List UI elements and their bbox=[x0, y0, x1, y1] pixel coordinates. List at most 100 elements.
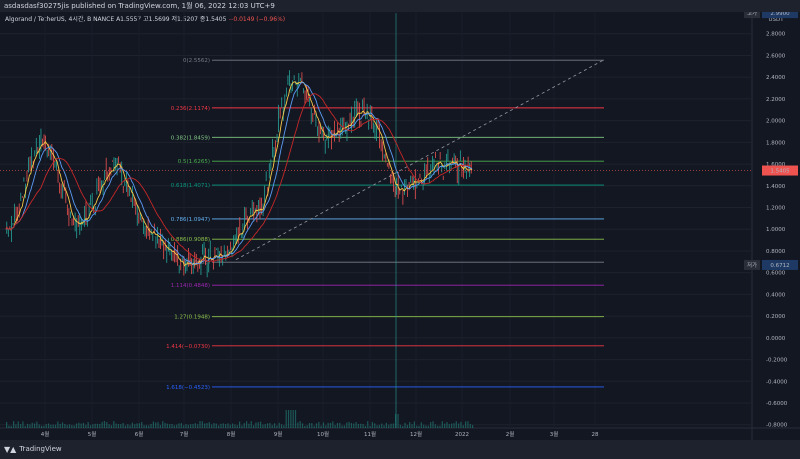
volume-bar bbox=[252, 425, 255, 428]
volume-bar bbox=[448, 424, 450, 428]
volume-bar bbox=[29, 424, 31, 428]
volume-bar bbox=[141, 421, 143, 428]
volume-bar bbox=[369, 425, 371, 428]
volume-bar bbox=[462, 425, 464, 428]
volume-bar bbox=[206, 423, 208, 428]
volume-bar bbox=[38, 424, 40, 428]
x-tick-label: 7월 bbox=[180, 430, 189, 438]
volume-bar bbox=[173, 425, 175, 428]
volume-bar bbox=[362, 424, 364, 428]
volume-bar bbox=[285, 410, 287, 428]
volume-bar bbox=[134, 424, 136, 428]
low-value-bg bbox=[762, 259, 798, 270]
tradingview-logo[interactable]: ▼▲ TradingView bbox=[4, 440, 62, 459]
volume-bar bbox=[467, 421, 469, 428]
volume-bar bbox=[178, 423, 180, 428]
volume-bar bbox=[138, 423, 141, 428]
symbol-legend: Algorand / TetherUS, 4시간, BINANCE A1.555… bbox=[5, 14, 285, 23]
volume-bar bbox=[218, 425, 220, 428]
volume-bar bbox=[248, 423, 250, 428]
volume-bar bbox=[376, 425, 378, 428]
x-tick-label: 9월 bbox=[274, 430, 283, 438]
volume-bar bbox=[392, 423, 394, 428]
volume-bar bbox=[106, 421, 108, 428]
volume-bar bbox=[117, 424, 120, 428]
volume-bar bbox=[276, 425, 278, 428]
volume-bar bbox=[45, 424, 47, 428]
publish-bar: asdasdasf30275jis published on TradingVi… bbox=[0, 0, 800, 12]
y-tick-label: 1.2000 bbox=[766, 206, 786, 212]
high-label-bg bbox=[744, 12, 760, 19]
volume-bar bbox=[57, 421, 59, 428]
volume-bar bbox=[26, 423, 29, 428]
fib-level-label: 1.618(−0.4523) bbox=[166, 385, 210, 391]
volume-bar bbox=[225, 424, 227, 428]
volume-bar bbox=[103, 421, 106, 428]
volume-bar bbox=[157, 422, 159, 428]
volume-bar bbox=[259, 421, 262, 428]
volume-bar bbox=[96, 423, 99, 428]
volume-bar bbox=[87, 421, 89, 428]
volume-bar bbox=[171, 423, 173, 428]
volume-bar bbox=[318, 421, 320, 428]
volume-bar bbox=[201, 421, 203, 428]
volume-bar bbox=[446, 422, 448, 428]
volume-bar bbox=[441, 421, 443, 428]
low-label-bg bbox=[744, 259, 760, 270]
volume-bar bbox=[152, 421, 154, 428]
fib-level-label: 0(2.5562) bbox=[183, 58, 210, 64]
y-tick-label: 2.2000 bbox=[766, 97, 786, 103]
volume-bar bbox=[339, 422, 341, 428]
volume-bar bbox=[453, 423, 455, 428]
volume-bar bbox=[406, 424, 408, 428]
volume-bar bbox=[136, 423, 138, 428]
volume-bar bbox=[399, 424, 401, 428]
y-tick-label: -0.2000 bbox=[766, 358, 788, 364]
volume-bar bbox=[129, 425, 131, 428]
y-tick-label: -0.4000 bbox=[766, 379, 788, 385]
volume-bar bbox=[432, 421, 434, 428]
volume-bar bbox=[262, 424, 264, 428]
volume-bar bbox=[190, 424, 192, 428]
volume-bar bbox=[145, 425, 147, 428]
x-tick-label: 5월 bbox=[88, 430, 97, 438]
volume-bar bbox=[420, 422, 422, 428]
x-tick-label: 28 bbox=[592, 432, 599, 438]
fib-level-label: 1.414(−0.0730) bbox=[166, 344, 210, 350]
volume-bar bbox=[50, 424, 52, 428]
volume-bar bbox=[12, 421, 15, 428]
volume-bar bbox=[273, 423, 276, 428]
volume-bar bbox=[425, 425, 427, 428]
volume-bar bbox=[364, 425, 367, 428]
volume-bar bbox=[22, 421, 24, 428]
volume-bar bbox=[437, 425, 439, 428]
volume-bar bbox=[120, 424, 122, 428]
volume-bar bbox=[439, 425, 441, 428]
footer-bar: ▼▲ TradingView bbox=[0, 440, 800, 459]
x-tick-label: 3월 bbox=[550, 430, 559, 438]
volume-bar bbox=[290, 410, 292, 428]
volume-bar bbox=[322, 422, 325, 428]
ma-mid-line bbox=[5, 81, 473, 265]
volume-bar bbox=[299, 421, 301, 428]
volume-bar bbox=[465, 421, 467, 428]
volume-bar bbox=[15, 424, 17, 428]
volume-bar bbox=[108, 424, 110, 428]
volume-bar bbox=[336, 422, 339, 428]
volume-bar bbox=[334, 425, 336, 428]
volume-bar bbox=[8, 425, 10, 428]
high-label: 고가 bbox=[747, 12, 757, 17]
volume-bar bbox=[33, 423, 36, 428]
volume-bar bbox=[383, 425, 385, 428]
volume-bar bbox=[19, 424, 22, 428]
volume-bar bbox=[413, 421, 415, 428]
price-chart[interactable]: USDT 2.8000 2.6000 2.4000 2.2000 2.0000 1.8000… bbox=[0, 12, 800, 440]
y-tick-label: 1.0000 bbox=[766, 227, 786, 233]
currency-label: USDT bbox=[768, 17, 784, 23]
y-tick-label: -0.8000 bbox=[766, 423, 788, 429]
volume-bar bbox=[176, 424, 178, 428]
volume-bar bbox=[183, 425, 185, 428]
volume-bar bbox=[52, 424, 54, 428]
volume-bar bbox=[155, 422, 157, 428]
volume-bar bbox=[115, 423, 117, 428]
